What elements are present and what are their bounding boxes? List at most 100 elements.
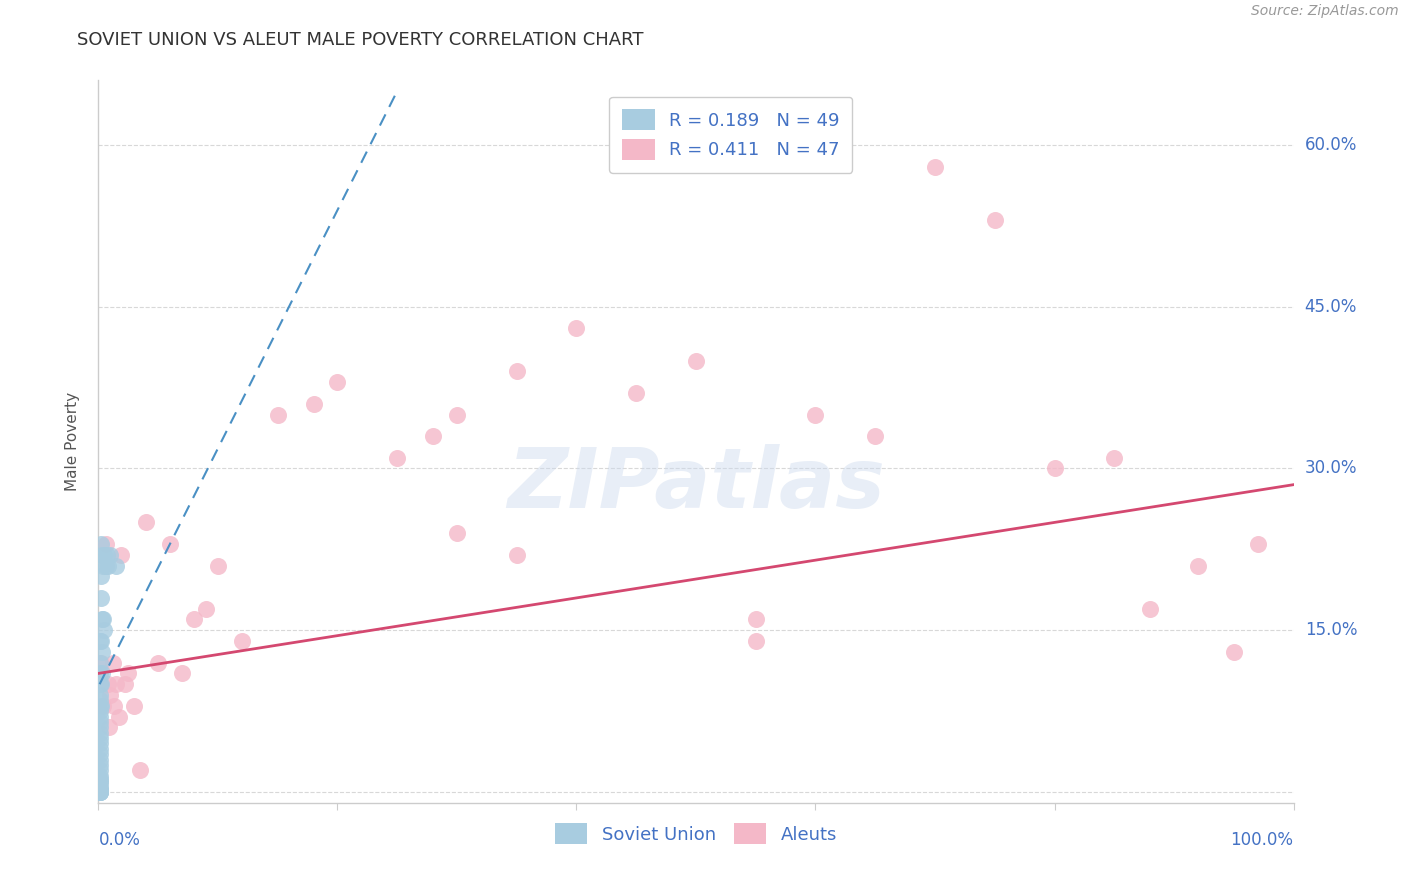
Point	[148, 656, 170, 670]
Point	[89, 714, 111, 729]
Point	[91, 548, 114, 562]
Point	[685, 353, 707, 368]
Point	[89, 781, 111, 796]
Point	[89, 737, 111, 751]
Point	[96, 548, 118, 562]
Point	[91, 558, 114, 573]
Point	[89, 747, 111, 762]
Point	[89, 720, 111, 734]
Point	[90, 634, 112, 648]
Point	[114, 677, 136, 691]
Point	[89, 666, 111, 681]
Point	[89, 709, 111, 723]
Point	[183, 612, 205, 626]
Point	[745, 634, 768, 648]
Point	[626, 386, 648, 401]
Point	[97, 677, 120, 691]
Point	[302, 397, 325, 411]
Point	[89, 688, 111, 702]
Point	[804, 408, 827, 422]
Point	[89, 704, 111, 718]
Point	[124, 698, 146, 713]
Point	[385, 450, 409, 465]
Point	[1223, 645, 1246, 659]
Point	[89, 634, 111, 648]
Point	[446, 526, 468, 541]
Point	[89, 753, 111, 767]
Point	[90, 569, 112, 583]
Point	[1187, 558, 1209, 573]
Point	[1043, 461, 1066, 475]
Point	[90, 656, 112, 670]
Point	[91, 666, 114, 681]
Point	[107, 709, 129, 723]
Point	[89, 785, 111, 799]
Point	[90, 677, 112, 691]
Point	[135, 516, 157, 530]
Point	[97, 558, 120, 573]
Point	[1104, 450, 1126, 465]
Point	[89, 698, 111, 713]
Point	[89, 785, 111, 799]
Point	[231, 634, 253, 648]
Text: 45.0%: 45.0%	[1305, 298, 1357, 316]
Point	[89, 731, 111, 745]
Point	[1247, 537, 1270, 551]
Point	[195, 601, 218, 615]
Y-axis label: Male Poverty: Male Poverty	[65, 392, 80, 491]
Point	[89, 677, 111, 691]
Point	[129, 764, 152, 778]
Text: SOVIET UNION VS ALEUT MALE POVERTY CORRELATION CHART: SOVIET UNION VS ALEUT MALE POVERTY CORRE…	[77, 31, 644, 49]
Point	[89, 764, 111, 778]
Point	[89, 769, 111, 783]
Point	[89, 693, 111, 707]
Point	[89, 785, 111, 799]
Point	[89, 758, 111, 772]
Point	[984, 213, 1007, 227]
Point	[89, 725, 111, 739]
Point	[745, 612, 768, 626]
Point	[89, 785, 111, 799]
Point	[89, 784, 111, 798]
Point	[91, 612, 114, 626]
Point	[326, 376, 349, 390]
Point	[207, 558, 229, 573]
Point	[110, 548, 132, 562]
Point	[90, 698, 112, 713]
Point	[98, 688, 122, 702]
Point	[90, 537, 112, 551]
Point	[506, 548, 529, 562]
Text: 15.0%: 15.0%	[1305, 621, 1357, 640]
Point	[94, 558, 117, 573]
Point	[93, 624, 115, 638]
Point	[98, 548, 122, 562]
Text: 30.0%: 30.0%	[1305, 459, 1357, 477]
Point	[93, 548, 115, 562]
Text: ZIPatlas: ZIPatlas	[508, 444, 884, 525]
Text: Source: ZipAtlas.com: Source: ZipAtlas.com	[1251, 4, 1399, 19]
Point	[89, 776, 111, 790]
Point	[98, 720, 121, 734]
Text: 0.0%: 0.0%	[98, 830, 141, 848]
Point	[924, 160, 946, 174]
Point	[105, 558, 128, 573]
Point	[117, 666, 139, 681]
Point	[89, 656, 111, 670]
Point	[172, 666, 194, 681]
Point	[105, 677, 128, 691]
Point	[91, 612, 114, 626]
Point	[422, 429, 444, 443]
Point	[506, 364, 529, 378]
Point	[90, 591, 112, 605]
Text: 100.0%: 100.0%	[1230, 830, 1294, 848]
Point	[91, 645, 114, 659]
Legend: Soviet Union, Aleuts: Soviet Union, Aleuts	[547, 816, 845, 852]
Point	[1139, 601, 1161, 615]
Point	[89, 774, 111, 789]
Point	[89, 780, 111, 794]
Point	[267, 408, 290, 422]
Point	[565, 321, 588, 335]
Point	[865, 429, 887, 443]
Point	[159, 537, 181, 551]
Point	[89, 772, 111, 786]
